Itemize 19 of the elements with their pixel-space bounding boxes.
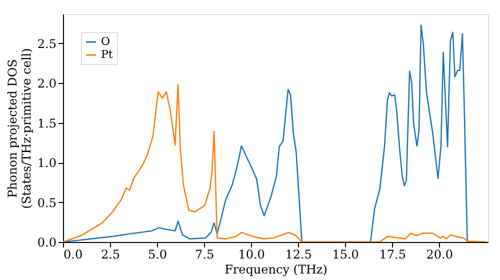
x-tick-label: 2.5 (100, 248, 120, 262)
x-tick-label: 7.5 (194, 248, 214, 262)
x-tick-label: 5.0 (148, 248, 168, 262)
x-axis-title: Frequency (THz) (224, 262, 328, 276)
y-axis-title: Phonon projected DOS (States/THz·primitive cell) (5, 48, 34, 209)
x-tick-label: 17.5 (379, 248, 406, 262)
y-tick-label: 2.0 (37, 76, 56, 91)
x-tick-label: 0.0 (64, 248, 83, 262)
y-tick-label: 1.0 (37, 156, 56, 170)
y-tick-label: 2.5 (37, 36, 56, 51)
y-tick-label: 1.5 (37, 116, 56, 130)
x-tick-label: 20.0 (426, 248, 453, 262)
legend-label: O (101, 35, 110, 48)
legend-label: Pt (101, 48, 114, 61)
y-tick-label: 0.0 (37, 236, 56, 250)
x-tick-label: 10.0 (238, 248, 265, 262)
x-tick-label: 12.5 (285, 248, 312, 262)
x-tick-label: 15.0 (332, 248, 359, 262)
y-tick-label: 0.5 (37, 196, 56, 210)
